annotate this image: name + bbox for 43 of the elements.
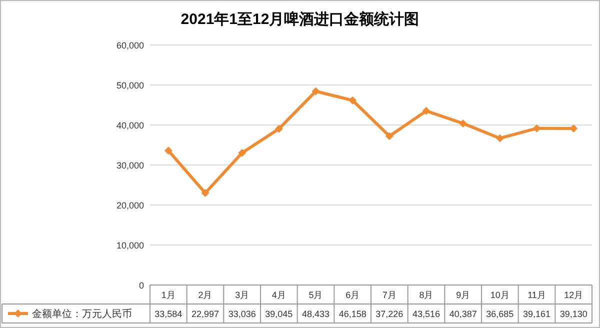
y-tick-label: 0: [138, 280, 144, 290]
point: [385, 132, 394, 140]
x-tick-label: 3月: [235, 290, 250, 300]
point: [459, 119, 468, 128]
x-tick-label: 8月: [419, 290, 434, 300]
data-label: 46,158: [338, 309, 366, 319]
data-label: 39,130: [560, 309, 588, 319]
point: [496, 134, 504, 142]
point: [238, 148, 246, 157]
point: [201, 189, 210, 198]
data-label: 48,433: [302, 309, 330, 319]
data-label: 40,387: [449, 309, 477, 319]
data-label: 33,584: [154, 309, 182, 319]
point: [274, 124, 283, 133]
data-label: 22,997: [191, 309, 220, 319]
data-label: 39,161: [522, 309, 551, 319]
data-label: 39,045: [265, 309, 293, 319]
y-tick-label: 50,000: [116, 80, 144, 90]
data-label: 36,685: [486, 309, 514, 319]
y-tick-label: 40,000: [116, 120, 144, 130]
x-tick-label: 6月: [346, 290, 360, 300]
data-label: 33,036: [228, 309, 256, 319]
y-tick-label: 10,000: [116, 240, 144, 250]
y-tick-label: 60,000: [116, 40, 144, 50]
y-tick-label: 20,000: [116, 200, 144, 210]
x-tick-label: 4月: [272, 290, 286, 300]
x-tick-label: 11月: [528, 290, 546, 300]
x-tick-label: 10月: [490, 290, 510, 300]
data-label: 37,226: [376, 309, 404, 319]
x-tick-label: 5月: [308, 290, 323, 300]
x-tick-label: 7月: [382, 290, 396, 300]
point: [312, 87, 320, 96]
y-tick-label: 30,000: [116, 160, 144, 170]
x-tick-label: 12月: [564, 290, 584, 300]
legend-label: 金额单位：万元人民币: [32, 308, 132, 320]
data-label: 43,516: [412, 309, 440, 319]
point: [422, 106, 430, 115]
x-tick-label: 9月: [456, 290, 470, 300]
point: [348, 96, 357, 104]
chart-title: 2021年1至12月啤酒进口金额统计图: [180, 10, 420, 28]
x-tick-label: 2月: [198, 290, 212, 300]
x-tick-label: 1月: [161, 290, 176, 300]
point: [164, 146, 172, 155]
